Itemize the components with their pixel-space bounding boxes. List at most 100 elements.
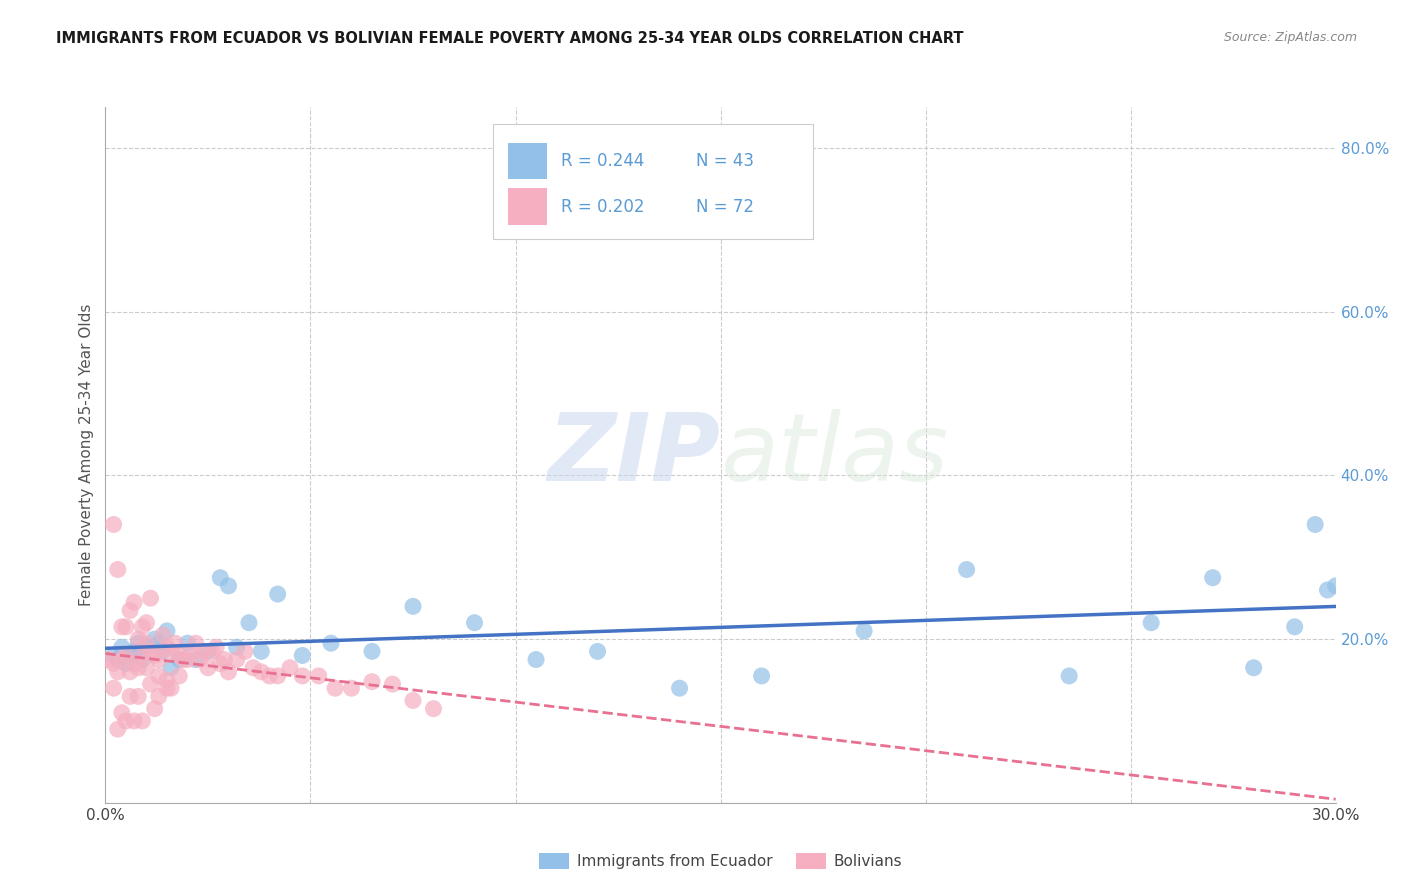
Point [214,652,236,666]
Point [152,644,174,658]
Text: N = 72: N = 72 [696,197,754,216]
Point [148,690,170,704]
Point [225,640,247,655]
Point [218,665,240,679]
Point [586,644,609,658]
Point [122,595,145,609]
Point [107,562,129,576]
Text: atlas: atlas [721,409,949,500]
Point [172,652,194,666]
Point [122,644,145,658]
Point [464,615,486,630]
Point [169,648,191,663]
Point [1284,620,1306,634]
Point [340,681,363,696]
Point [135,636,157,650]
Point [1324,579,1347,593]
Point [956,562,979,576]
Point [402,693,425,707]
Point [402,599,425,614]
Point [184,636,207,650]
Point [111,640,134,655]
Point [139,644,162,658]
Point [160,644,183,658]
Point [111,706,134,720]
Point [201,644,224,658]
Point [197,644,219,658]
Point [278,661,301,675]
Point [1057,669,1080,683]
Point [323,681,346,696]
Point [127,661,149,675]
Point [361,644,384,658]
Point [143,701,166,715]
Point [127,632,149,646]
Point [103,517,125,532]
Point [111,652,134,666]
Point [1140,615,1163,630]
Point [176,636,198,650]
Point [238,615,260,630]
Point [135,640,157,655]
Point [160,661,183,675]
Point [115,657,138,671]
Point [218,579,240,593]
Point [127,690,149,704]
Point [225,652,247,666]
Point [122,657,145,671]
Point [1303,517,1326,532]
Point [250,644,273,658]
Point [1202,571,1225,585]
Point [120,690,141,704]
Text: Source: ZipAtlas.com: Source: ZipAtlas.com [1223,31,1357,45]
Point [156,624,179,638]
Point [98,652,121,666]
Point [242,661,264,675]
Point [267,669,290,683]
Point [131,620,153,634]
Point [122,714,145,728]
Point [267,587,290,601]
Point [1243,661,1265,675]
Point [233,644,256,658]
Point [131,648,153,663]
Point [120,665,141,679]
Point [853,624,876,638]
Point [143,632,166,646]
Point [209,657,232,671]
Point [156,681,179,696]
Point [250,665,273,679]
Point [156,640,179,655]
Point [319,636,342,650]
Bar [508,143,547,178]
Legend: Immigrants from Ecuador, Bolivians: Immigrants from Ecuador, Bolivians [533,847,908,875]
Point [131,714,153,728]
Y-axis label: Female Poverty Among 25-34 Year Olds: Female Poverty Among 25-34 Year Olds [79,304,94,606]
Text: R = 0.244: R = 0.244 [561,152,644,169]
Point [668,681,690,696]
Point [131,652,153,666]
Point [193,644,215,658]
Point [361,674,384,689]
Point [148,636,170,650]
Point [205,640,228,655]
Point [115,648,138,663]
Point [103,681,125,696]
Point [381,677,404,691]
Point [139,591,162,606]
Point [107,652,129,666]
Point [152,628,174,642]
Point [135,615,157,630]
Point [127,636,149,650]
Point [148,652,170,666]
Point [188,652,211,666]
Point [259,669,281,683]
Point [120,648,141,663]
Point [308,669,330,683]
FancyBboxPatch shape [494,124,813,239]
Text: R = 0.202: R = 0.202 [561,197,644,216]
Point [148,669,170,683]
Text: N = 43: N = 43 [696,152,754,169]
Bar [508,188,547,225]
Text: IMMIGRANTS FROM ECUADOR VS BOLIVIAN FEMALE POVERTY AMONG 25-34 YEAR OLDS CORRELA: IMMIGRANTS FROM ECUADOR VS BOLIVIAN FEMA… [56,31,963,46]
